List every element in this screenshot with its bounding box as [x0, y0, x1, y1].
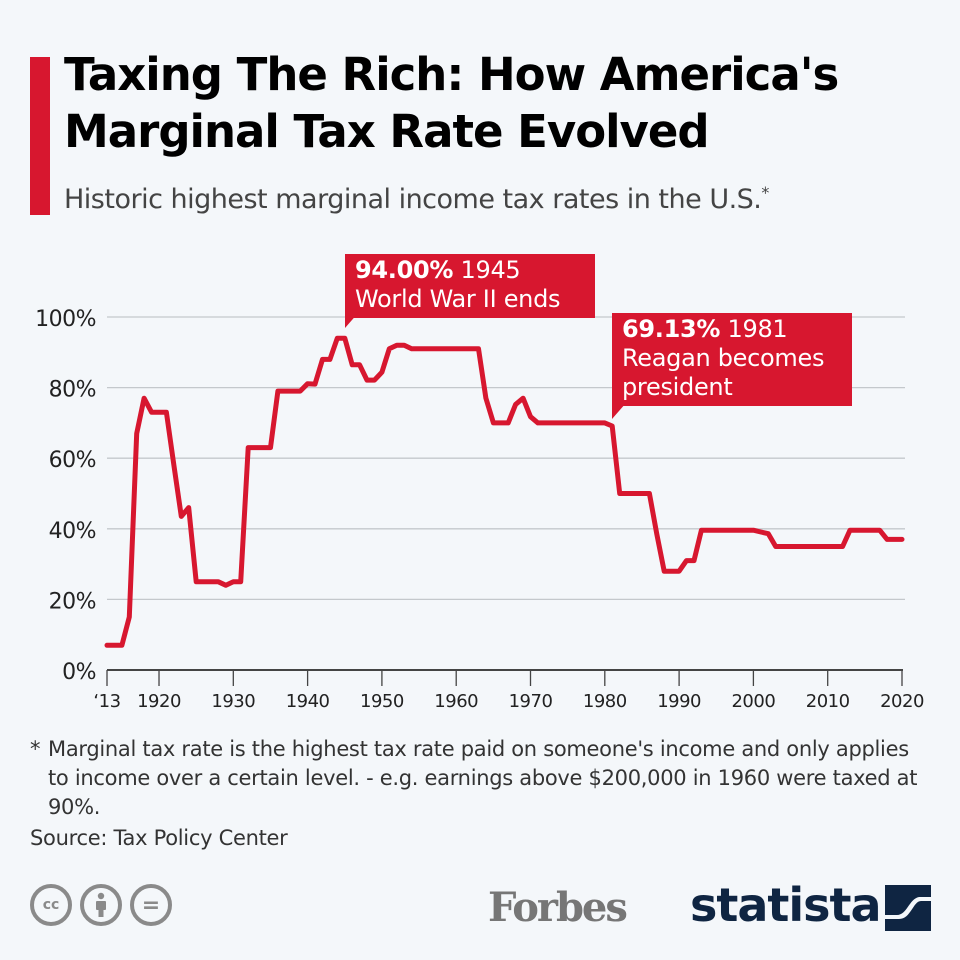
- cc-icon-text: cc: [42, 897, 60, 913]
- x-tick-label: 2020: [880, 691, 924, 712]
- subtitle-footnote-mark: *: [761, 183, 769, 202]
- x-tick-label: 2010: [806, 691, 850, 712]
- annotation-1981-value: 69.13%: [622, 315, 721, 343]
- footnote: * Marginal tax rate is the highest tax r…: [30, 735, 930, 822]
- statista-logo[interactable]: statista: [690, 878, 882, 932]
- y-tick-label: 80%: [49, 378, 96, 403]
- annotation-1981-label-line1: Reagan becomes: [622, 344, 825, 372]
- annotation-1945-label: World War II ends: [355, 285, 561, 313]
- person-glyph: [96, 892, 106, 917]
- y-tick-label: 100%: [35, 307, 96, 332]
- nd-icon-text: =: [141, 892, 161, 918]
- chart-title: Taxing The Rich: How America's Marginal …: [64, 48, 839, 158]
- x-tick-label: 1920: [137, 691, 181, 712]
- series-layer: [104, 335, 905, 648]
- x-tick-label: 1950: [360, 691, 404, 712]
- y-axis-ticks: 0% 20% 40% 60% 80% 100%: [35, 307, 96, 685]
- annotation-1981-label-line2: president: [622, 373, 733, 401]
- footnote-mark: *: [30, 737, 41, 761]
- statista-mark-icon: [885, 885, 931, 931]
- annotation-1981-pointer: [612, 403, 626, 419]
- attribution-icon[interactable]: [80, 884, 122, 926]
- annotation-1945-pointer: [345, 312, 359, 328]
- chart-subtitle: Historic highest marginal income tax rat…: [64, 183, 769, 215]
- x-axis: ‘13 1920 1930 1940 1950 1960 1970 1980 1990 2000 2…: [93, 669, 924, 712]
- footnote-text: Marginal tax rate is the highest tax rat…: [48, 737, 918, 819]
- source-text: Source: Tax Policy Center: [30, 826, 288, 850]
- cc-icon[interactable]: cc: [30, 884, 72, 926]
- no-derivatives-icon[interactable]: =: [130, 884, 172, 926]
- annotation-1945: 94.00% 1945 World War II ends: [345, 254, 595, 318]
- license-icons: cc =: [30, 884, 172, 926]
- forbes-logo[interactable]: Forbes: [488, 884, 628, 931]
- x-tick-label: 2000: [731, 691, 775, 712]
- y-tick-label: 0%: [62, 660, 96, 685]
- annotation-1945-value: 94.00%: [355, 256, 454, 284]
- x-tick-label: 1940: [286, 691, 330, 712]
- y-tick-label: 20%: [49, 589, 96, 614]
- x-tick-label: 1970: [509, 691, 553, 712]
- accent-bar: [30, 57, 50, 215]
- x-tick-label: ‘13: [93, 691, 120, 712]
- annotation-1945-year: 1945: [460, 256, 521, 284]
- x-tick-label: 1980: [583, 691, 627, 712]
- x-tick-label: 1930: [211, 691, 255, 712]
- subtitle-text: Historic highest marginal income tax rat…: [64, 184, 762, 215]
- y-tick-label: 40%: [49, 519, 96, 544]
- y-tick-label: 60%: [49, 448, 96, 473]
- series-line-top-rate: [104, 335, 905, 648]
- annotation-1981: 69.13% 1981 Reagan becomes president: [612, 313, 852, 406]
- x-tick-label: 1990: [657, 691, 701, 712]
- x-tick-label: 1960: [434, 691, 478, 712]
- annotation-1981-year: 1981: [727, 315, 788, 343]
